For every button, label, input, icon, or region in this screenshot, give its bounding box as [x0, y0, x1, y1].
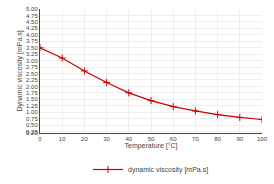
- svg-text:0: 0: [38, 136, 42, 142]
- svg-text:3.75: 3.75: [26, 38, 38, 44]
- svg-text:4.50: 4.50: [26, 19, 38, 25]
- svg-text:0.75: 0.75: [26, 116, 38, 122]
- svg-text:100: 100: [257, 136, 268, 142]
- svg-text:4.00: 4.00: [26, 32, 38, 38]
- svg-text:Temperature [°C]: Temperature [°C]: [125, 142, 178, 150]
- svg-text:80: 80: [214, 136, 221, 142]
- svg-text:0.25: 0.25: [26, 129, 38, 135]
- svg-text:2.00: 2.00: [26, 84, 38, 90]
- svg-text:2.75: 2.75: [26, 64, 38, 70]
- svg-text:20: 20: [81, 136, 88, 142]
- svg-text:0.20: 0.20: [26, 130, 38, 136]
- svg-text:1.25: 1.25: [26, 103, 38, 109]
- svg-text:30: 30: [103, 136, 110, 142]
- svg-text:2.50: 2.50: [26, 71, 38, 77]
- svg-text:3.25: 3.25: [26, 51, 38, 57]
- svg-text:50: 50: [148, 136, 155, 142]
- svg-text:1.75: 1.75: [26, 90, 38, 96]
- svg-text:2.25: 2.25: [26, 77, 38, 83]
- svg-text:3.00: 3.00: [26, 58, 38, 64]
- svg-text:10: 10: [59, 136, 66, 142]
- svg-text:Dynamic viscosity [mPa.s]: Dynamic viscosity [mPa.s]: [16, 30, 24, 111]
- svg-text:0.50: 0.50: [26, 122, 38, 128]
- svg-text:60: 60: [170, 136, 177, 142]
- svg-text:90: 90: [236, 136, 243, 142]
- svg-text:1.50: 1.50: [26, 96, 38, 102]
- svg-text:1.00: 1.00: [26, 109, 38, 115]
- svg-text:dynamic viscosity [mPa.s]: dynamic viscosity [mPa.s]: [128, 166, 208, 174]
- svg-text:70: 70: [192, 136, 199, 142]
- svg-text:3.50: 3.50: [26, 45, 38, 51]
- svg-text:4.75: 4.75: [26, 13, 38, 19]
- svg-text:5.00: 5.00: [26, 6, 38, 12]
- svg-text:4.25: 4.25: [26, 25, 38, 31]
- svg-text:40: 40: [125, 136, 132, 142]
